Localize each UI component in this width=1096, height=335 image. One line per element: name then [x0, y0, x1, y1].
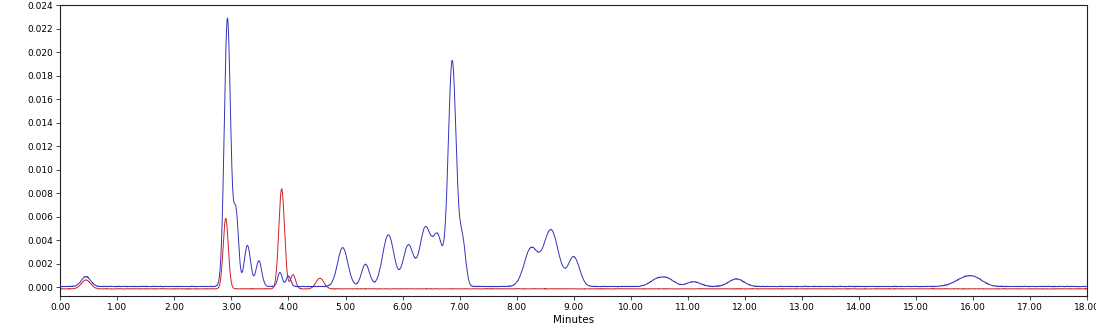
X-axis label: Minutes: Minutes: [553, 315, 594, 325]
